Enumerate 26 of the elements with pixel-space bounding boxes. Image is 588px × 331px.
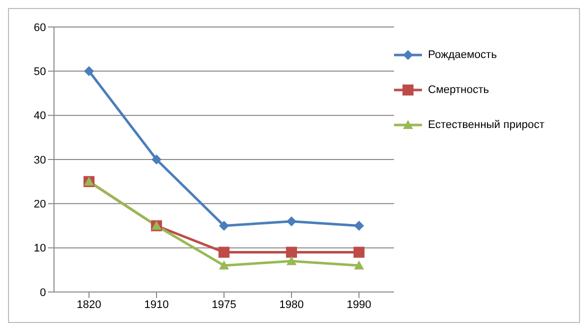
y-tick-label: 20: [34, 198, 46, 211]
legend-label: Смертность: [428, 84, 489, 96]
point: [219, 260, 229, 270]
legend-label: Рождаемость: [428, 48, 497, 60]
y-tick-label: 30: [34, 154, 46, 166]
point: [219, 220, 229, 231]
point: [286, 246, 297, 258]
y-tick-label: 0: [40, 286, 46, 299]
point: [286, 256, 296, 266]
x-tick-label: 1975: [212, 298, 236, 311]
point: [354, 220, 364, 231]
point: [354, 246, 364, 258]
x-tick-label: 1980: [279, 298, 304, 311]
x-tick-label: 1910: [144, 298, 169, 311]
point: [354, 260, 364, 270]
x-tick-label: 1990: [346, 298, 372, 311]
x-tick-label: 1820: [76, 298, 102, 311]
y-tick-label: 50: [34, 66, 46, 78]
y-tick-label: 40: [34, 110, 46, 122]
y-tick-label: 10: [34, 242, 46, 255]
legend-label: Естественный прирост: [428, 118, 544, 130]
point: [152, 154, 162, 164]
point: [84, 66, 94, 76]
point: [218, 246, 230, 258]
y-tick-label: 60: [34, 22, 46, 34]
point: [286, 216, 296, 226]
